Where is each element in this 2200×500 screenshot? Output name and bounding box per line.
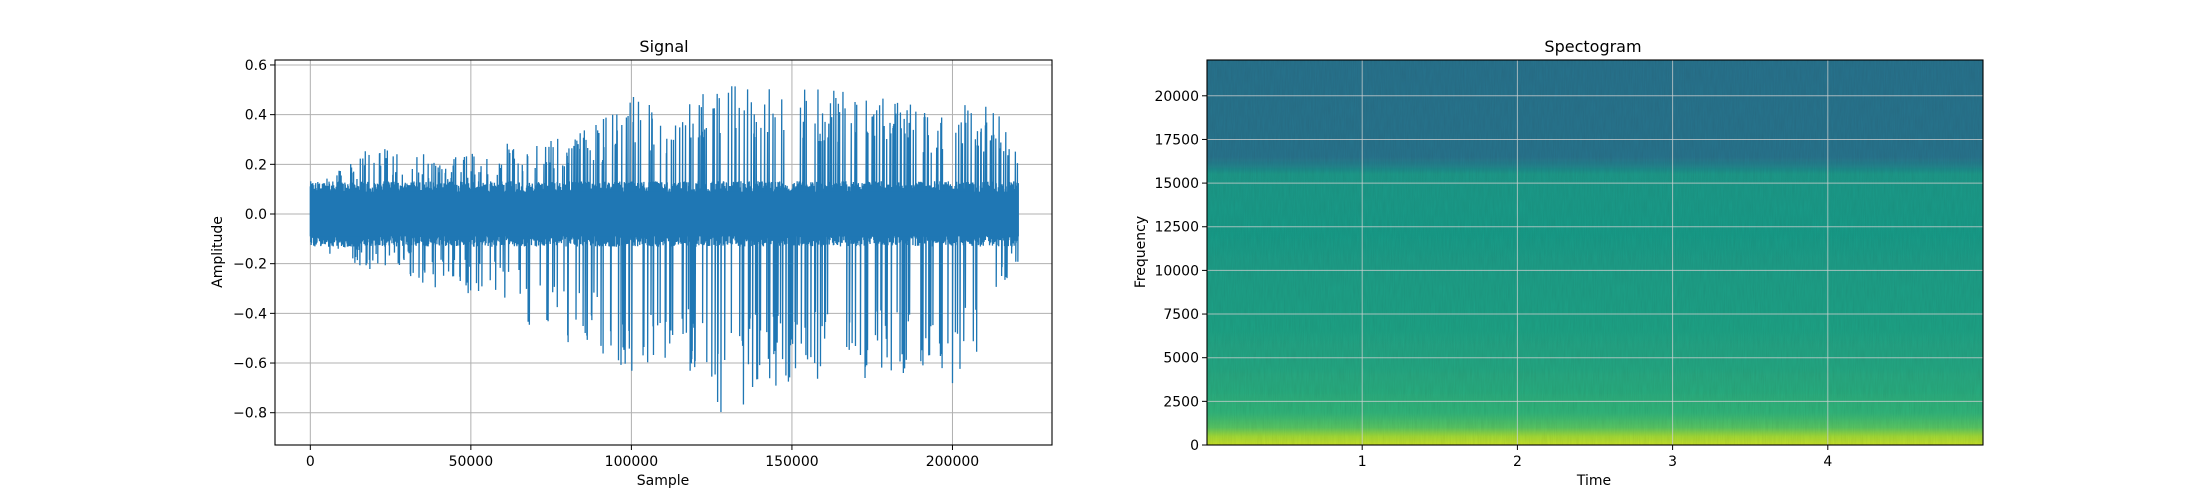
spectrogram-y-tick-label: 0	[1190, 438, 1199, 454]
spectrogram-x-tick-label: 1	[1358, 454, 1367, 470]
signal-x-tick-label: 100000	[605, 454, 658, 470]
spectrogram-y-tick-label: 5000	[1163, 351, 1199, 367]
spectrogram-y-label: Frequency	[1133, 216, 1149, 288]
spectrogram-y-tick-label: 15000	[1154, 176, 1199, 192]
spectrogram-x-label: Time	[1576, 473, 1611, 489]
spectrogram-grid	[1207, 60, 1983, 445]
spectrogram-x-tick-label: 2	[1513, 454, 1522, 470]
signal-y-tick-label: −0.4	[233, 306, 267, 322]
signal-x-label: Sample	[637, 473, 690, 489]
signal-y-label: Amplitude	[210, 216, 226, 288]
signal-y-tick-label: 0.4	[245, 108, 267, 124]
signal-x-tick-label: 0	[306, 454, 315, 470]
spectrogram-x-ticks: 1 2 3 4	[1358, 445, 1832, 470]
signal-x-tick-label: 150000	[765, 454, 818, 470]
signal-title: Signal	[639, 37, 688, 56]
signal-y-tick-label: −0.2	[233, 257, 267, 273]
signal-y-tick-label: 0.2	[245, 157, 267, 173]
signal-axes: Signal 0 50000 100000 150000 200000 0.60.40.…	[210, 37, 1053, 489]
spectrogram-frame	[1206, 59, 1984, 446]
signal-x-tick-label: 50000	[449, 454, 494, 470]
spectrogram-y-tick-label: 10000	[1154, 263, 1199, 279]
signal-frame	[274, 59, 1053, 446]
signal-y-tick-label: −0.8	[233, 406, 267, 422]
spectrogram-y-tick-label: 2500	[1163, 394, 1199, 410]
signal-y-ticks: 0.6 0.4 0.2 0.0 −0.2 −0.4 −0.6 −0.8	[233, 58, 275, 422]
signal-y-tick-label: 0.0	[245, 207, 267, 223]
signal-x-tick-label: 200000	[926, 454, 979, 470]
signal-y-tick-label: 0.6	[245, 58, 267, 74]
spectrogram-x-tick-label: 4	[1823, 454, 1832, 470]
spectrogram-title: Spectogram	[1544, 37, 1641, 56]
spectrogram-axes: Spectogram 1 2 3 4 0 2500 5000 7500 10000 12500 1…	[1133, 37, 1984, 489]
spectrogram-y-ticks: 0 2500 5000 7500 10000 12500 15000 17500 20000	[1154, 89, 1207, 454]
spectrogram-y-tick-label: 12500	[1154, 220, 1199, 236]
spectrogram-y-tick-label: 17500	[1154, 132, 1199, 148]
spectrogram-x-tick-label: 3	[1668, 454, 1677, 470]
signal-series-core	[310, 191, 1019, 237]
spectrogram-y-tick-label: 20000	[1154, 89, 1199, 105]
spectrogram-y-tick-label: 7500	[1163, 307, 1199, 323]
spectrogram-image	[1207, 60, 1983, 445]
signal-x-ticks: 0 50000 100000 150000 200000	[306, 445, 979, 470]
signal-series	[309, 86, 1019, 412]
signal-y-tick-label: −0.6	[233, 356, 267, 372]
signal-plot-area	[275, 60, 1052, 445]
